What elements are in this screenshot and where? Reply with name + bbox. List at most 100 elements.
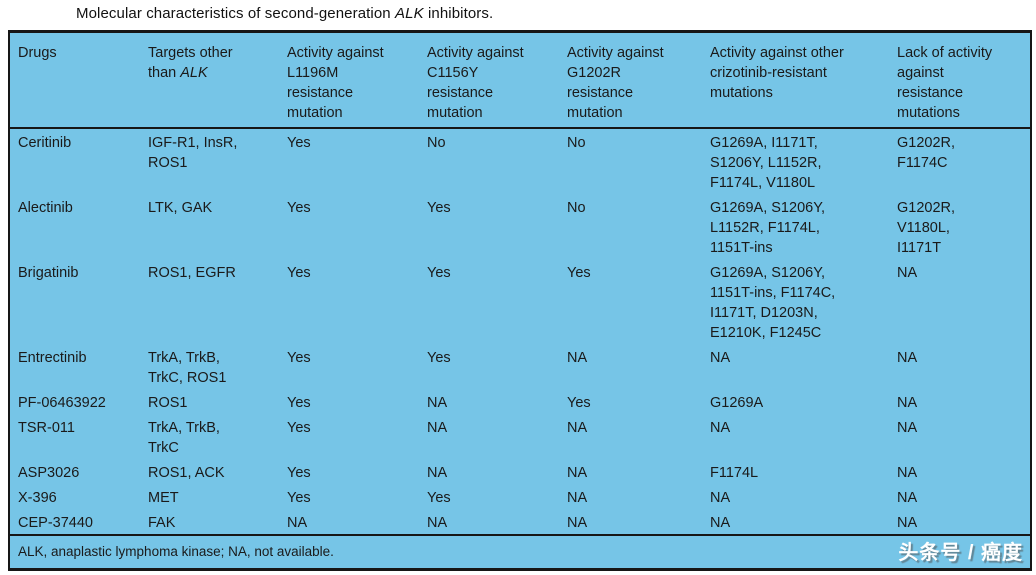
table-cell: ROS1 [148,395,188,411]
table-cell: NA [567,350,588,366]
column-header-label: Targets other [148,45,233,61]
column-header-activity-l1196m: Activity against L1196M resistance mutat… [279,33,419,129]
table-cell: NA [897,350,918,366]
table-cell: NA [427,420,448,436]
table-cell: TrkA, TrkB, TrkC [148,420,220,456]
drug-name-cell: TSR-011 [18,420,75,436]
table-cell: NA [427,395,448,411]
table-row-cep-37440: CEP-37440 FAK NA NA NA NA NA [10,509,1030,535]
column-header-drugs: Drugs [10,33,140,129]
table-cell: FAK [148,515,176,531]
drug-name-cell: Entrectinib [18,350,87,366]
table-cell: NA [710,350,731,366]
table-cell: Yes [427,350,451,366]
table-cell: NA [567,420,588,436]
table-cell: NA [897,490,918,506]
watermark-text: 头条号 / 癌度 [898,542,1023,564]
table-cell: NA [897,515,918,531]
table-title-suffix: inhibitors. [423,5,494,22]
table-cell: Yes [287,135,311,151]
table-cell: Yes [287,265,311,281]
table-row-ceritinib: Ceritinib IGF-R1, InsR, ROS1 Yes No No G… [10,128,1030,194]
column-header-label: than [148,65,181,81]
column-header-label: Activity against G1202R resistance mutat… [567,45,664,121]
table-cell: Yes [287,465,311,481]
table-row-alectinib: Alectinib LTK, GAK Yes Yes No G1269A, S1… [10,194,1030,259]
table-footer: ALK, anaplastic lymphoma kinase; NA, not… [10,534,1030,568]
table-cell: NA [427,515,448,531]
header-row: Drugs Targets other than ALK Activity aga… [10,33,1030,129]
table-cell: LTK, GAK [148,200,213,216]
column-header-activity-g1202r: Activity against G1202R resistance mutat… [559,33,702,129]
footnote-row: ALK, anaplastic lymphoma kinase; NA, not… [10,534,1030,568]
column-header-label: Activity against C1156Y resistance mutat… [427,45,524,121]
table-cell: Yes [427,490,451,506]
table-cell: NA [897,420,918,436]
table-title-prefix: Molecular characteristics of second-gene… [76,5,396,22]
table-cell: NA [897,465,918,481]
table-cell: F1174L [710,465,759,481]
table-body: Ceritinib IGF-R1, InsR, ROS1 Yes No No G… [10,128,1030,535]
table-cell: MET [148,490,179,506]
drug-name-cell: Brigatinib [18,265,79,281]
table-cell: Yes [427,200,451,216]
table-cell: Yes [567,265,591,281]
column-header-label: Activity against other crizotinib-resist… [710,45,844,101]
table-cell: No [427,135,446,151]
table-header: Drugs Targets other than ALK Activity aga… [10,33,1030,129]
table-cell: NA [897,265,918,281]
table-row-asp3026: ASP3026 ROS1, ACK Yes NA NA F1174L NA [10,459,1030,484]
column-header-targets-other-than-alk: Targets other than ALK [140,33,279,129]
table-cell: Yes [427,265,451,281]
table-cell: NA [710,490,731,506]
table-cell: Yes [287,490,311,506]
table-cell: NA [567,465,588,481]
column-header-lack-of-activity: Lack of activity against resistance muta… [889,33,1030,129]
table-cell: Yes [287,395,311,411]
column-header-italic-alk: ALK [180,65,208,81]
table-cell: G1202R, V1180L, I1171T [897,200,956,256]
column-header-label: Lack of activity against resistance muta… [897,45,993,121]
data-table: Drugs Targets other than ALK Activity aga… [10,33,1030,568]
column-header-label: Drugs [18,45,57,61]
column-header-activity-c1156y: Activity against C1156Y resistance mutat… [419,33,559,129]
table-cell: IGF-R1, InsR, ROS1 [148,135,238,171]
table-cell: No [567,135,586,151]
drug-name-cell: Ceritinib [18,135,72,151]
column-header-label: Activity against L1196M resistance mutat… [287,45,384,121]
table-cell: G1269A, S1206Y, L1152R, F1174L, 1151T-in… [710,200,826,256]
table-footnote: ALK, anaplastic lymphoma kinase; NA, not… [10,534,1030,568]
table-cell: No [567,200,586,216]
table-row-entrectinib: Entrectinib TrkA, TrkB, TrkC, ROS1 Yes Y… [10,344,1030,389]
table-cell: Yes [287,200,311,216]
table-cell: Yes [287,350,311,366]
table-title-italic-alk: ALK [395,5,424,22]
table-cell: G1269A, S1206Y, 1151T-ins, F1174C, I1171… [710,265,836,341]
table-cell: Yes [567,395,591,411]
drug-name-cell: PF-06463922 [18,395,106,411]
table-cell: NA [427,465,448,481]
table-cell: Yes [287,420,311,436]
table-row-pf-06463922: PF-06463922 ROS1 Yes NA Yes G1269A NA [10,389,1030,414]
column-header-activity-other-crizotinib-resistant: Activity against other crizotinib-resist… [702,33,889,129]
table-cell: NA [897,395,918,411]
table-cell: G1269A [710,395,764,411]
table-cell: NA [710,420,731,436]
table-row-brigatinib: Brigatinib ROS1, EGFR Yes Yes Yes G1269A… [10,259,1030,344]
table-title: Molecular characteristics of second-gene… [76,5,493,22]
table-row-tsr-011: TSR-011 TrkA, TrkB, TrkC Yes NA NA NA NA [10,414,1030,459]
drug-name-cell: ASP3026 [18,465,80,481]
table-cell: ROS1, ACK [148,465,225,481]
table-row-x-396: X-396 MET Yes Yes NA NA NA [10,484,1030,509]
drug-name-cell: CEP-37440 [18,515,93,531]
table-cell: NA [287,515,308,531]
drug-name-cell: Alectinib [18,200,73,216]
table-cell: NA [567,515,588,531]
table-cell: NA [710,515,731,531]
table-cell: NA [567,490,588,506]
table-cell: TrkA, TrkB, TrkC, ROS1 [148,350,227,386]
data-table-container: Drugs Targets other than ALK Activity aga… [8,30,1032,571]
table-cell: G1202R, F1174C [897,135,956,171]
table-cell: G1269A, I1171T, S1206Y, L1152R, F1174L, … [710,135,822,191]
